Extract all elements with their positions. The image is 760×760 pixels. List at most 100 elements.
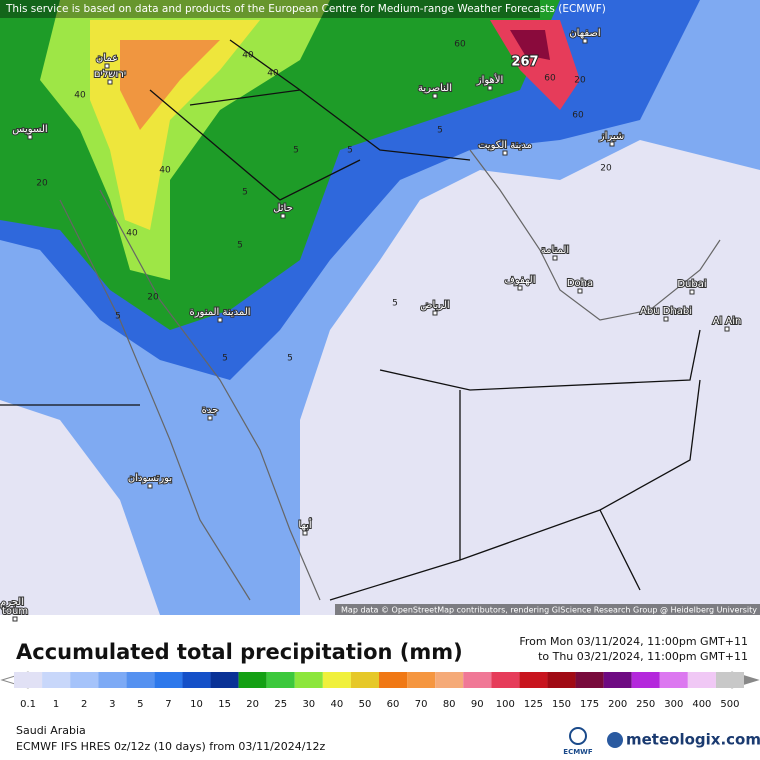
title: Accumulated total precipitation (mm)	[16, 640, 463, 664]
place-marker	[663, 316, 669, 322]
legend-swatch	[631, 672, 660, 688]
contour-label: 60	[454, 40, 466, 50]
place-marker	[302, 530, 308, 536]
legend-tick-label: 80	[443, 699, 456, 710]
place-label: الرياض	[420, 300, 449, 311]
place-label: اصفهان	[569, 28, 600, 39]
ecmwf-logo-mark	[569, 727, 587, 745]
contour-label: 20	[600, 164, 612, 174]
place-label: Dubai	[677, 279, 706, 290]
contour-label: 5	[222, 354, 228, 364]
legend-swatch	[266, 672, 295, 688]
place-marker	[107, 79, 113, 85]
legend-tick-label: 3	[109, 699, 115, 710]
place-label: الأهواز	[476, 73, 504, 86]
place-label: السويس	[12, 124, 47, 135]
legend-swatch	[547, 672, 576, 688]
model-info: ECMWF IFS HRES 0z/12z (10 days) from 03/…	[16, 740, 326, 753]
contour-label: 5	[293, 146, 299, 156]
legend-tick-label: 70	[415, 699, 428, 710]
contour-label: 20	[574, 76, 586, 86]
legend-tick-label: 50	[359, 699, 372, 710]
contour-label: 40	[126, 229, 138, 239]
legend-swatch	[519, 672, 548, 688]
place-label: Al Ain	[713, 316, 742, 327]
contour-label: 5	[437, 126, 443, 136]
contour-label: 5	[237, 241, 243, 251]
place-marker	[502, 150, 508, 156]
coastline	[469, 149, 721, 321]
legend-tick-label: 2	[81, 699, 87, 710]
legend-swatch	[294, 672, 323, 688]
legend-tick-label: 400	[692, 699, 711, 710]
legend-swatch	[687, 672, 716, 688]
legend-swatch	[14, 672, 43, 688]
legend-swatch	[42, 672, 71, 688]
contour-label: 5	[287, 354, 293, 364]
place-label: المنامة	[541, 245, 569, 256]
legend-tick-label: 1	[53, 699, 59, 710]
legend-tick-label: 25	[274, 699, 287, 710]
legend-tick-label: 100	[496, 699, 515, 710]
precip-dark-red	[510, 30, 550, 60]
legend-tick-label: 15	[218, 699, 231, 710]
legend-tick-label: 40	[331, 699, 344, 710]
legend-tick-label: 5	[137, 699, 143, 710]
place-label: الناصرية	[418, 83, 452, 94]
legend-tick-label: 7	[165, 699, 171, 710]
meteologix-logo: meteologix.com	[626, 731, 760, 749]
place-labels: اصفهان عمان ירושלים السويس الناصرية الأهواز مد…	[0, 27, 742, 622]
contour-label: 5	[115, 312, 121, 322]
legend-tick-label: 30	[302, 699, 315, 710]
contour-labels: 40 40 40 40 20 20 40 5 5 5 5 5 5 60 60 60 20 20 5 5 5	[36, 40, 612, 364]
attribution-strip	[335, 604, 760, 615]
place-marker	[27, 134, 33, 140]
legend-swatch	[182, 672, 211, 688]
place-marker	[432, 93, 438, 99]
contour-label: 40	[159, 166, 171, 176]
contour-label: 5	[392, 299, 398, 309]
region: Saudi Arabia	[16, 724, 86, 737]
legend-tick-label: 0.1	[20, 699, 36, 710]
legend-swatch	[379, 672, 408, 688]
legend-tick-label: 90	[471, 699, 484, 710]
place-marker	[609, 141, 615, 147]
place-label: Abu Dhabi	[640, 306, 692, 317]
place-label: toum	[2, 606, 28, 617]
place-marker	[724, 326, 730, 332]
legend-tick-label: 60	[387, 699, 400, 710]
contour-label: 40	[74, 91, 86, 101]
map: This service is based on data and produc…	[0, 0, 760, 615]
contour-label: 20	[147, 293, 159, 303]
place-label: أبها	[298, 518, 311, 531]
place-label: المدينة المنورة	[189, 307, 250, 318]
meteologix-logo-mark	[607, 732, 623, 748]
legend-tick-label: 500	[720, 699, 739, 710]
place-marker	[689, 289, 695, 295]
place-marker	[207, 415, 213, 421]
place-label: شيراز	[599, 131, 625, 142]
border	[0, 39, 701, 601]
legend-swatch	[603, 672, 632, 688]
max-value-label: 267	[511, 55, 538, 70]
legend-swatch	[154, 672, 183, 688]
place-label: عمان	[96, 53, 118, 64]
legend-swatch	[435, 672, 464, 688]
place-marker	[217, 317, 223, 323]
place-label: بورتسودان	[128, 473, 172, 484]
legend-tick-label: 150	[552, 699, 571, 710]
place-label: حائل	[273, 203, 293, 214]
precip-orange	[120, 40, 220, 130]
coastline	[99, 189, 321, 601]
coastline	[59, 199, 251, 601]
legend-swatch	[575, 672, 604, 688]
place-marker	[9, 607, 15, 613]
legend-swatch	[210, 672, 239, 688]
legend-swatch	[238, 672, 267, 688]
place-marker	[12, 616, 18, 622]
period-to: to Thu 03/21/2024, 11:00pm GMT+11	[538, 650, 748, 663]
contour-label: 5	[347, 146, 353, 156]
contour-label: 60	[544, 74, 556, 84]
contour-label: 40	[267, 69, 279, 79]
